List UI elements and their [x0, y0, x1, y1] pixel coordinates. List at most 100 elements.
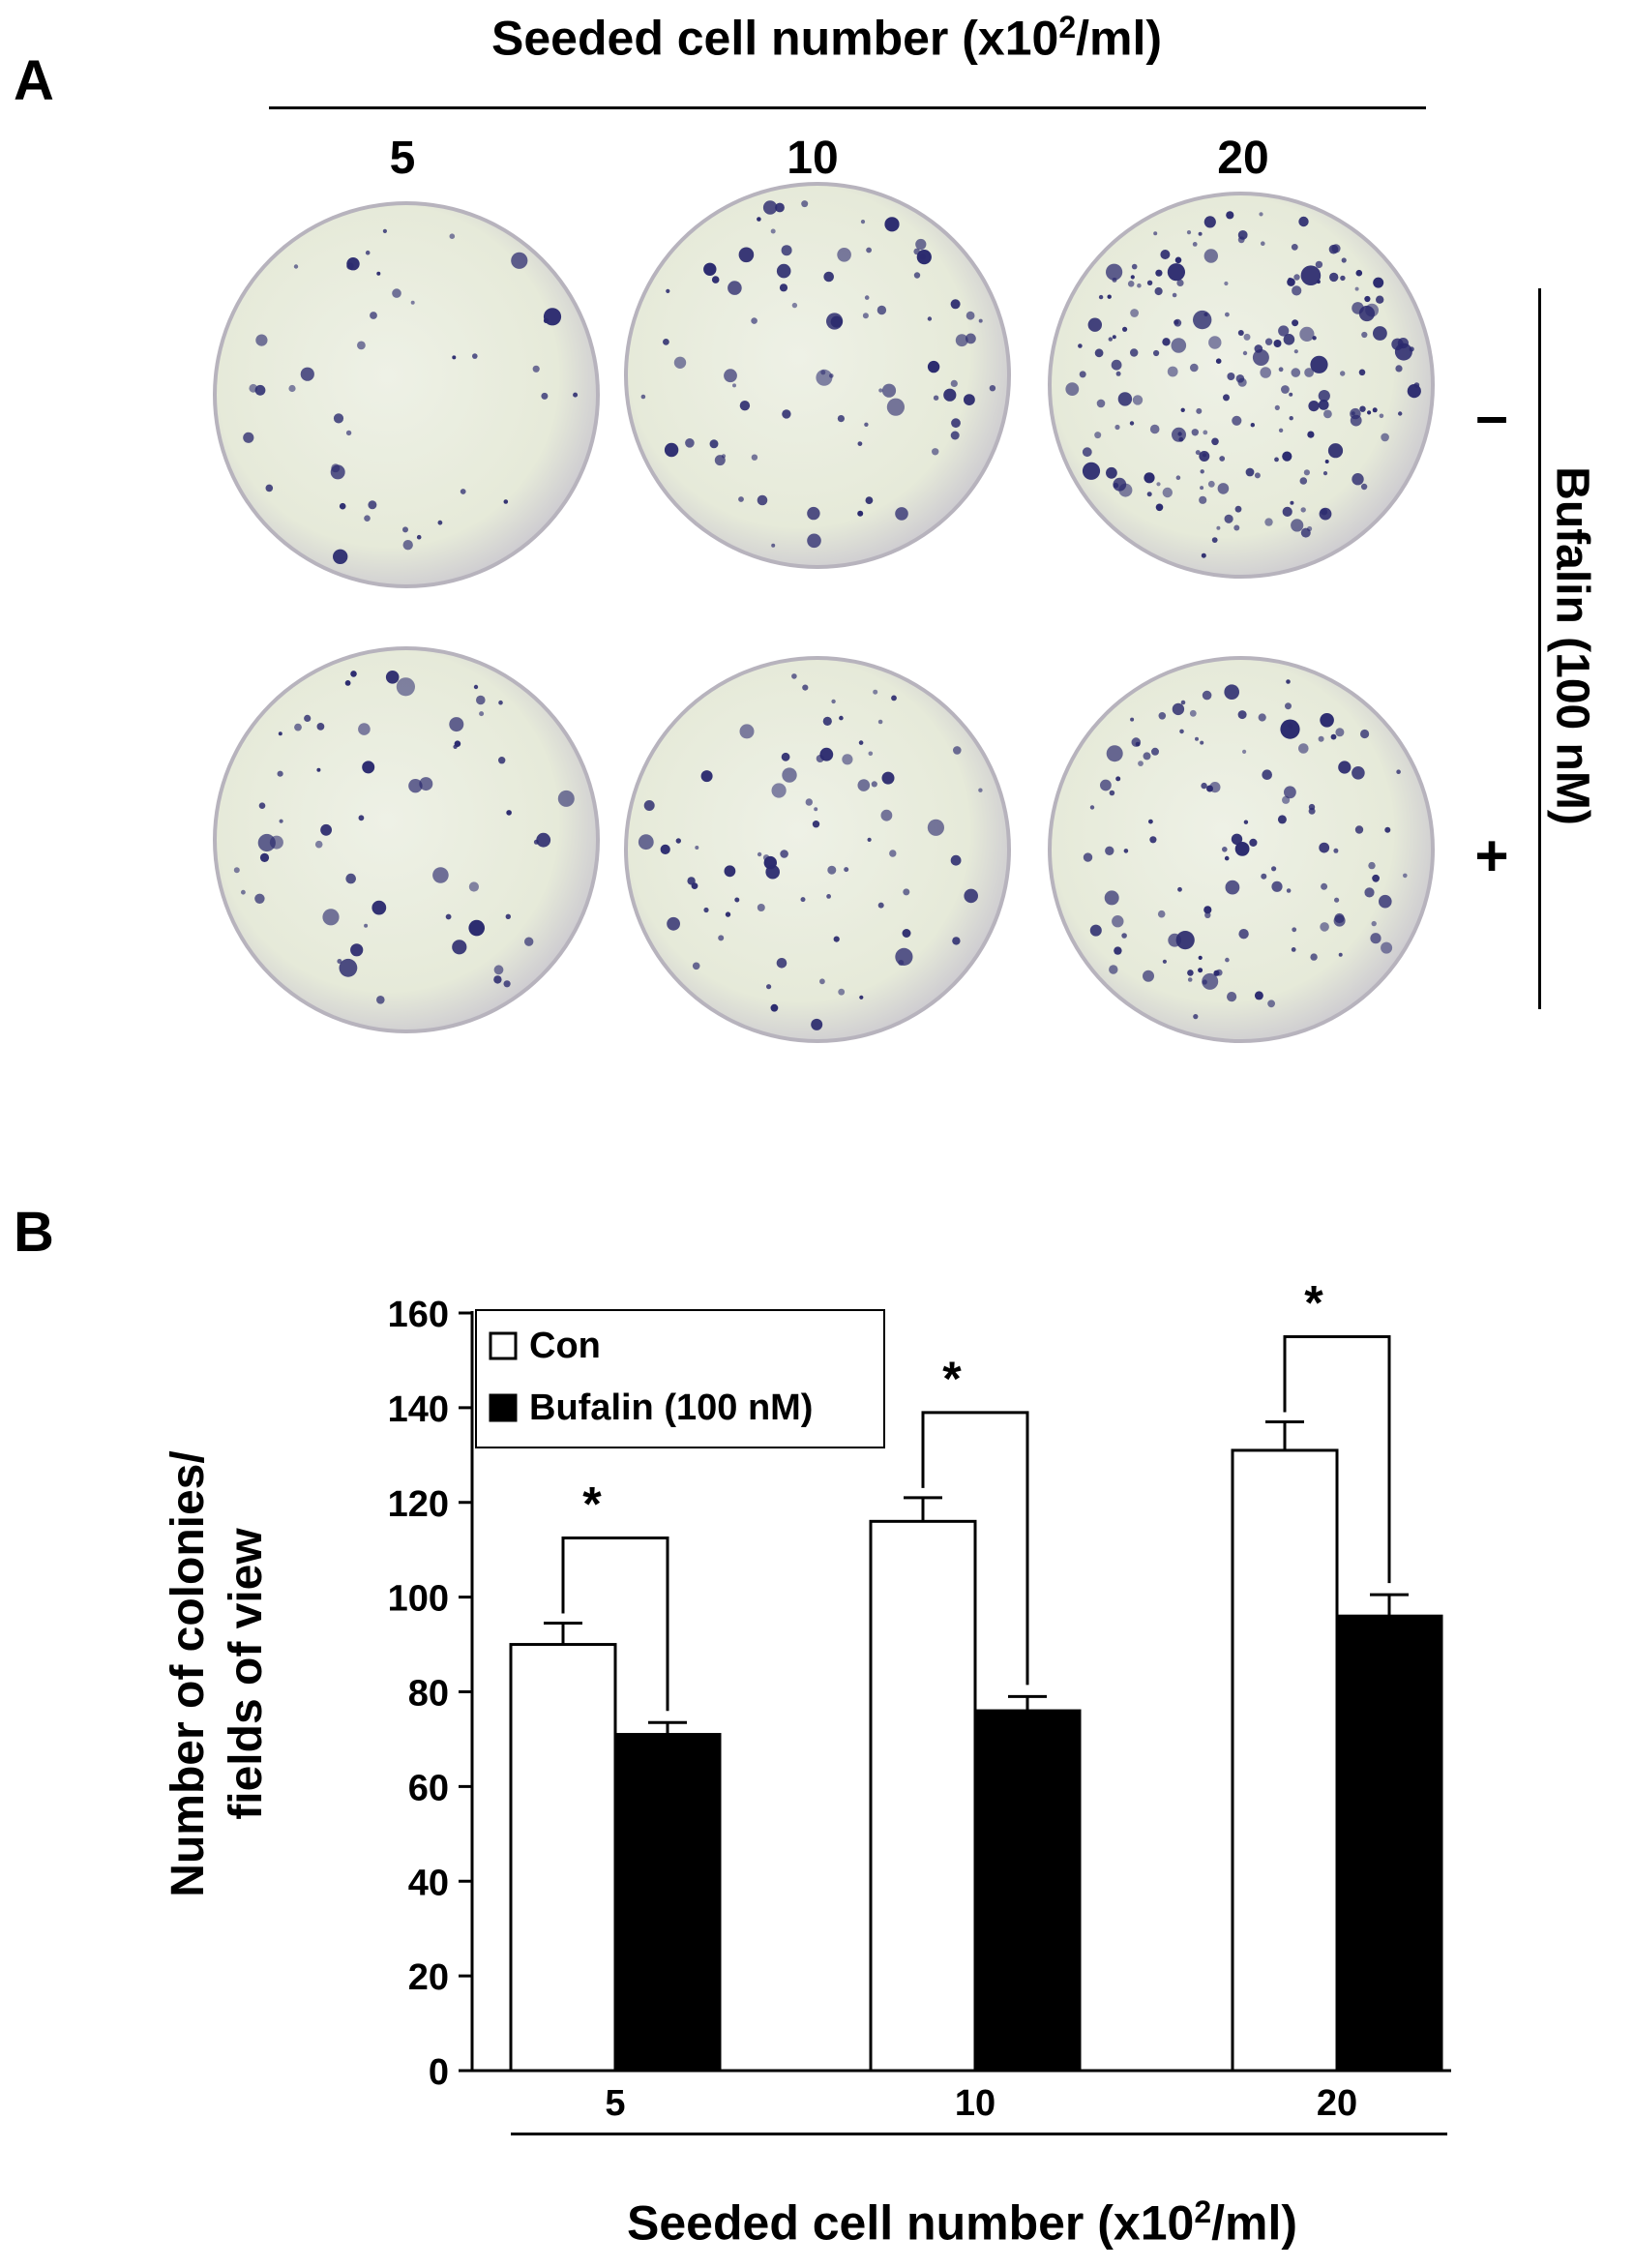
colony-dot [1191, 429, 1200, 436]
x-tick-label: 5 [605, 2083, 625, 2124]
bar-bufalin [973, 1709, 1082, 2073]
colony-dot [915, 238, 927, 251]
xaxis-title-suffix: /ml) [1211, 2195, 1298, 2251]
colony-dot [989, 385, 996, 392]
colony-dot [468, 881, 479, 892]
colony-dot [1065, 382, 1080, 396]
column-label-20: 20 [1217, 133, 1269, 184]
colony-dot [344, 680, 351, 686]
significance-star: * [1304, 1276, 1323, 1330]
colony-dot [1237, 230, 1248, 240]
culture-plate [1048, 192, 1435, 579]
colony-dot [419, 777, 433, 791]
colony-dot [1109, 965, 1118, 974]
colony-dot [316, 767, 321, 772]
column-label-5: 5 [389, 133, 416, 184]
colony-dot [1304, 368, 1314, 377]
colony-dot [1105, 846, 1114, 855]
colony-dot [728, 281, 742, 295]
colony-dot [454, 740, 461, 747]
colony-dot [1278, 367, 1284, 373]
culture-plate [1048, 656, 1435, 1043]
colony-dot [1175, 475, 1181, 481]
colony-dot [802, 684, 809, 691]
legend-label-bufalin: Bufalin (100 nM) [529, 1388, 813, 1428]
colony-dot [1216, 525, 1221, 530]
colony-dot [350, 943, 364, 957]
colony-dot [1395, 365, 1403, 373]
colony-dot [951, 418, 961, 429]
colony-dot [964, 394, 975, 405]
colony-dot [498, 700, 503, 705]
bar-con [869, 1519, 977, 2073]
colony-dot [1201, 782, 1207, 790]
colony-dot [1171, 338, 1187, 353]
colony-dot [781, 245, 792, 256]
colony-dot [782, 767, 797, 783]
colony-dot [1196, 407, 1203, 414]
colony-dot [1154, 286, 1163, 296]
colony-dot [757, 904, 765, 911]
colony-dot [1365, 303, 1379, 317]
colony-dot [345, 430, 352, 436]
legend-box [475, 1309, 885, 1448]
colony-dot [955, 334, 968, 347]
colony-dot [1329, 272, 1339, 283]
colony-dot [1238, 929, 1249, 940]
colony-dot [445, 913, 452, 920]
colony-dot [402, 540, 413, 551]
colony-dot [1259, 212, 1263, 217]
colony-dot [1089, 805, 1095, 810]
panel-b-letter: B [14, 1201, 54, 1264]
colony-dot [1201, 552, 1206, 558]
colony-dot [452, 940, 467, 955]
colony-dot [364, 515, 371, 522]
colony-dot [288, 384, 296, 393]
colony-dot [807, 533, 821, 549]
colony-dot [877, 719, 883, 725]
colony-dot [476, 695, 486, 705]
bufalin-side-label: Bufalin (100 nM) [1546, 466, 1598, 825]
colony-dot [1114, 424, 1120, 431]
colony-dot [952, 937, 961, 945]
colony-dot [1189, 709, 1197, 717]
colony-dot [1292, 319, 1299, 327]
colony-dot [757, 851, 762, 857]
colony-dot [1202, 972, 1219, 990]
colony-dot [460, 489, 466, 494]
colony-dot [1144, 472, 1155, 484]
colony-dot [738, 247, 755, 263]
colony-dot [1290, 500, 1294, 505]
colony-dot [1106, 466, 1117, 479]
colony-dot [819, 747, 834, 761]
colony-dot [1087, 317, 1103, 332]
colony-dot [1187, 970, 1194, 976]
colony-dot [371, 900, 387, 915]
colony-dot [898, 960, 905, 966]
colony-dot [1190, 363, 1199, 373]
colony-dot [844, 867, 849, 873]
colony-dot [503, 499, 509, 504]
colony-dot [1225, 312, 1230, 317]
colony-dot [1235, 374, 1245, 383]
row-label-minus: – [1475, 383, 1508, 448]
colony-dot [1282, 506, 1292, 518]
colony-dot [1175, 931, 1195, 950]
colony-dot [543, 308, 562, 326]
colony-dot [1254, 472, 1261, 479]
colony-dot [739, 724, 755, 739]
colony-dot [1122, 326, 1128, 332]
colony-dot [249, 383, 258, 393]
colony-dot [1273, 340, 1282, 347]
colony-dot [695, 846, 699, 850]
colony-dot [1310, 355, 1328, 373]
colony-dot [1130, 348, 1139, 357]
panel-a-header-suffix: /ml) [1076, 11, 1163, 66]
colony-dot [881, 383, 897, 398]
colony-dot [1264, 518, 1273, 526]
colony-dot [1094, 432, 1102, 439]
colony-dot [1115, 776, 1121, 782]
colony-dot [1373, 277, 1384, 288]
colony-dot [1104, 890, 1119, 906]
y-tick-label: 100 [388, 1579, 449, 1620]
